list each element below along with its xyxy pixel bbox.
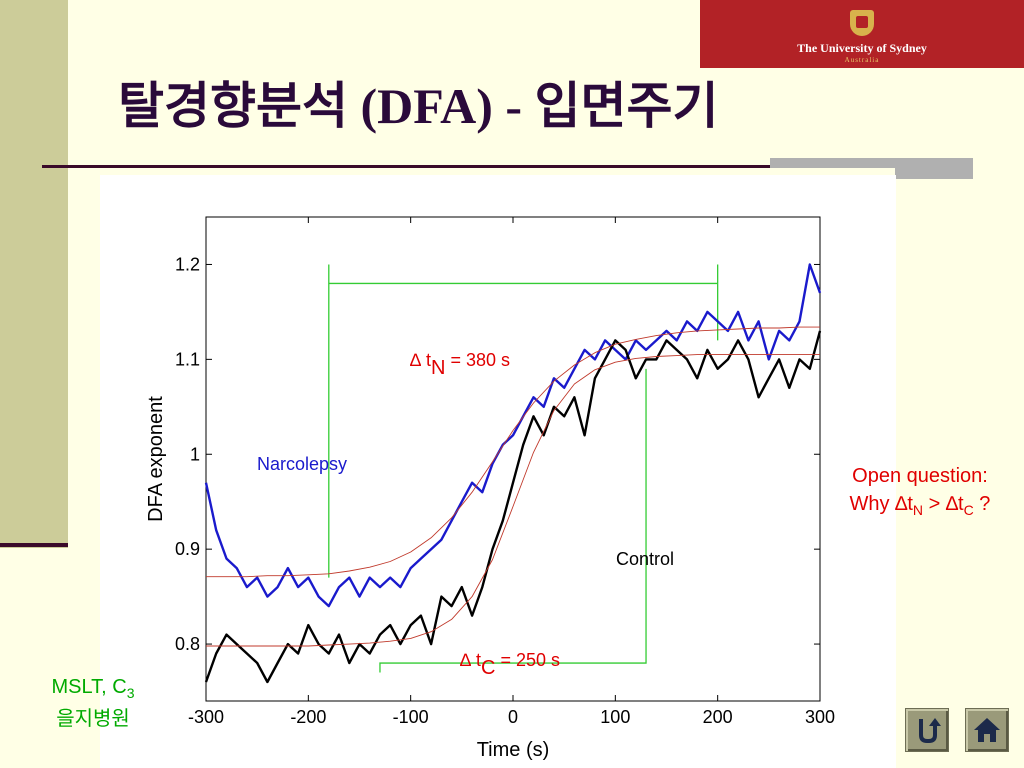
return-icon xyxy=(919,718,941,743)
left-sidebar-bar xyxy=(0,0,68,548)
narcolepsy-fit-line xyxy=(206,326,820,578)
y-tick-label: 1.2 xyxy=(175,254,200,274)
x-tick-label: -100 xyxy=(393,707,429,727)
x-tick-label: 200 xyxy=(703,707,733,727)
control-window-marker xyxy=(379,368,647,673)
logo-subtitle: Australia xyxy=(844,56,880,64)
source-note: MSLT, C3 을지병원 xyxy=(28,674,158,732)
slide-title: 탈경향분석 (DFA) - 입면주기 xyxy=(118,78,719,134)
x-tick-label: -300 xyxy=(188,707,224,727)
university-logo: The University of Sydney Australia xyxy=(700,0,1024,68)
control-line xyxy=(204,330,822,684)
chart-panel: -300 -200 -100 0 100 200 300 0.8 0.9 1 1.1 1.2 Time … xyxy=(100,175,896,768)
dtC-annotation: ∆ tC = 250 s xyxy=(460,650,560,679)
decor-block xyxy=(770,158,973,168)
title-divider xyxy=(42,165,772,168)
dfa-chart: -300 -200 -100 0 100 200 300 0.8 0.9 1 1.1 1.2 Time … xyxy=(145,216,835,761)
source-hospital: 을지병원 xyxy=(56,708,130,730)
question-heading: Open question: xyxy=(852,465,988,487)
y-tick-label: 0.8 xyxy=(175,634,200,654)
control-fit-line xyxy=(206,354,820,647)
crest-icon xyxy=(850,10,874,36)
return-button[interactable] xyxy=(905,708,949,752)
source-test: MSLT, C3 xyxy=(51,676,135,701)
decor-block xyxy=(895,168,973,179)
home-icon xyxy=(974,718,1000,742)
logo-name: The University of Sydney xyxy=(797,41,927,55)
y-tick-label: 1.1 xyxy=(175,349,200,369)
narcolepsy-line xyxy=(204,263,822,608)
x-tick-label: 100 xyxy=(600,707,630,727)
open-question: Open question: Why ∆tN > ∆tC ? xyxy=(818,462,1022,524)
x-tick-label: 0 xyxy=(508,707,518,727)
dtN-annotation: ∆ tN = 380 s xyxy=(410,350,510,379)
left-bar-underline xyxy=(0,543,68,547)
x-tick-label: 300 xyxy=(805,707,835,727)
y-axis-label: DFA exponent xyxy=(145,396,167,522)
narcolepsy-label: Narcolepsy xyxy=(257,454,347,474)
narcolepsy-window-marker xyxy=(328,264,719,578)
control-label: Control xyxy=(616,549,674,569)
x-axis-label: Time (s) xyxy=(477,739,550,761)
y-tick-label: 1 xyxy=(190,444,200,464)
x-tick-label: -200 xyxy=(290,707,326,727)
home-button[interactable] xyxy=(965,708,1009,752)
y-tick-label: 0.9 xyxy=(175,539,200,559)
question-text: Why ∆tN > ∆tC ? xyxy=(849,493,991,518)
